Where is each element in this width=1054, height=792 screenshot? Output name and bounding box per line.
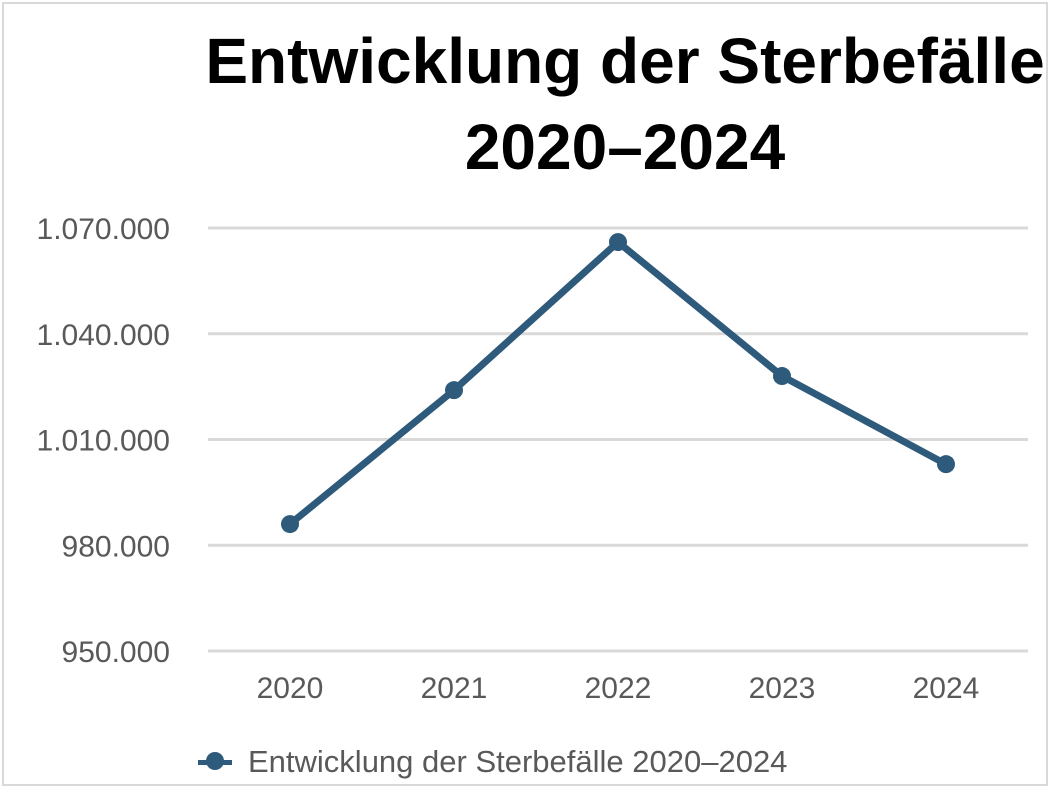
x-tick-label: 2020: [257, 672, 324, 705]
y-tick-label: 1.040.000: [37, 319, 170, 352]
series-layer: [281, 233, 955, 534]
x-axis-tick-labels: 2020 2021 2022 2023 2024: [257, 672, 980, 705]
y-tick-label: 980.000: [62, 530, 170, 563]
y-axis-tick-labels: 950.000 980.000 1.010.000 1.040.000 1.070.00…: [37, 213, 170, 669]
y-tick-label: 1.010.000: [37, 425, 170, 458]
gridlines: [208, 226, 1028, 653]
data-point: [609, 233, 627, 252]
legend-label: Entwicklung der Sterbefälle 2020–2024: [248, 744, 788, 779]
data-point: [445, 381, 463, 400]
x-tick-label: 2021: [421, 672, 488, 705]
data-point: [937, 455, 955, 474]
data-point: [281, 515, 299, 534]
series-line: [286, 238, 950, 528]
data-point: [773, 367, 791, 386]
y-tick-label: 1.070.000: [37, 213, 170, 246]
x-tick-label: 2023: [749, 672, 816, 705]
legend-marker: [198, 752, 232, 772]
chart-title: Entwicklung der Sterbefälle 2020–2024: [205, 25, 1045, 183]
legend: Entwicklung der Sterbefälle 2020–2024: [198, 740, 787, 784]
x-tick-label: 2022: [585, 672, 652, 705]
x-tick-label: 2024: [913, 672, 980, 705]
y-tick-label: 950.000: [62, 636, 170, 669]
